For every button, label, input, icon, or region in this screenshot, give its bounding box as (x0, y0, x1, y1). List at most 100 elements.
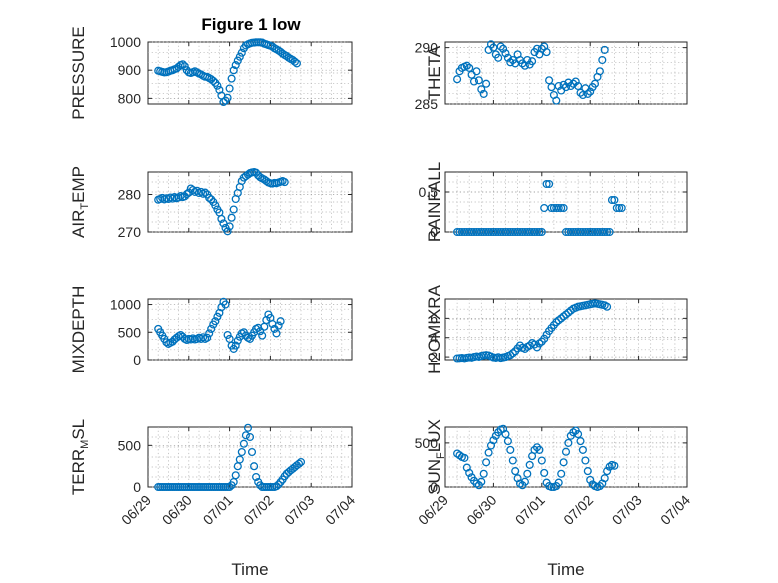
data-point (233, 56, 242, 65)
data-point (296, 457, 306, 467)
y-tick-label: 280 (118, 187, 142, 203)
data-point (540, 468, 549, 477)
ylabel-h2omixra: H2OMIXRA (425, 284, 444, 373)
data-point (278, 49, 287, 58)
data-point (274, 321, 283, 330)
data-point (506, 351, 515, 360)
data-point (583, 467, 592, 476)
data-point (225, 84, 234, 93)
data-point (586, 475, 595, 484)
ylabel-terr_msl: TERRMSL (69, 419, 91, 495)
ylabel-air_temp: AIRTEMP (69, 166, 91, 238)
data-point (223, 93, 232, 102)
data-point (229, 66, 238, 75)
data-point (542, 48, 551, 57)
data-point (233, 336, 242, 345)
data-point (598, 55, 607, 65)
data-point (554, 203, 563, 213)
data-point (508, 456, 517, 465)
data-point (525, 460, 534, 469)
data-point (603, 467, 612, 476)
data-point (465, 468, 474, 477)
data-point (559, 203, 568, 213)
data-point (237, 447, 246, 457)
y-tick-label: 270 (118, 224, 142, 240)
xlabel-sun_flux: Time (547, 560, 584, 579)
data-point (489, 436, 498, 445)
data-point (199, 333, 208, 342)
data-point (615, 203, 624, 213)
data-point (276, 317, 285, 326)
data-point (586, 87, 595, 96)
y-tick-label: 800 (118, 90, 142, 106)
y-tick-label: 2 (430, 349, 438, 365)
subplot-pressure: 800 900 1000 PRESSURE (69, 26, 353, 120)
data-point (292, 59, 301, 68)
data-point (530, 445, 539, 454)
data-point (239, 439, 248, 448)
data-point (245, 432, 255, 442)
data-point (600, 474, 609, 483)
data-point (600, 227, 609, 237)
data-point (511, 467, 520, 476)
data-point (479, 89, 488, 98)
y-tick-label: 0 (430, 479, 438, 495)
data-point (578, 445, 587, 454)
data-point (243, 423, 253, 432)
data-point (482, 458, 491, 467)
y-tick-label: 0 (430, 224, 438, 240)
data-point (217, 214, 226, 223)
data-point (578, 90, 587, 100)
data-point (557, 203, 566, 213)
data-point (508, 349, 517, 358)
data-point (610, 195, 619, 205)
data-point (469, 77, 479, 86)
data-point (225, 482, 234, 492)
data-point (280, 178, 289, 187)
data-point (252, 472, 261, 482)
data-point (545, 179, 554, 189)
data-point (503, 437, 512, 446)
data-point (207, 324, 216, 333)
data-point (501, 430, 510, 439)
data-point (231, 471, 240, 480)
data-point (294, 459, 304, 468)
data-point (180, 62, 189, 71)
data-point (182, 190, 191, 199)
data-point (213, 81, 222, 90)
data-point (617, 203, 626, 213)
data-point (231, 61, 240, 70)
data-point (525, 341, 534, 350)
y-tick-label: 0 (133, 479, 141, 495)
data-point (600, 45, 609, 54)
data-point (545, 76, 554, 85)
data-point (523, 55, 532, 65)
data-point (569, 79, 578, 88)
data-point (211, 201, 220, 210)
y-tick-label: 500 (118, 437, 142, 453)
data-point (581, 456, 590, 465)
data-point (465, 63, 474, 72)
data-point (595, 67, 604, 76)
data-point (460, 453, 469, 462)
data-point (610, 461, 619, 470)
data-point (231, 341, 240, 350)
data-point (537, 456, 546, 465)
data-point (552, 96, 561, 105)
data-point (250, 462, 259, 471)
y-tick-label: 1000 (110, 34, 141, 50)
data-point (211, 317, 220, 326)
data-point (227, 74, 236, 83)
data-point (477, 85, 486, 94)
data-point (235, 455, 244, 464)
data-point (542, 179, 551, 189)
y-tick-label: 6 (430, 310, 438, 326)
data-point (603, 227, 612, 237)
data-point (528, 57, 537, 66)
ylabel-pressure: PRESSURE (69, 26, 88, 120)
data-point (205, 329, 214, 338)
data-point (479, 469, 488, 478)
data-point (290, 57, 299, 66)
